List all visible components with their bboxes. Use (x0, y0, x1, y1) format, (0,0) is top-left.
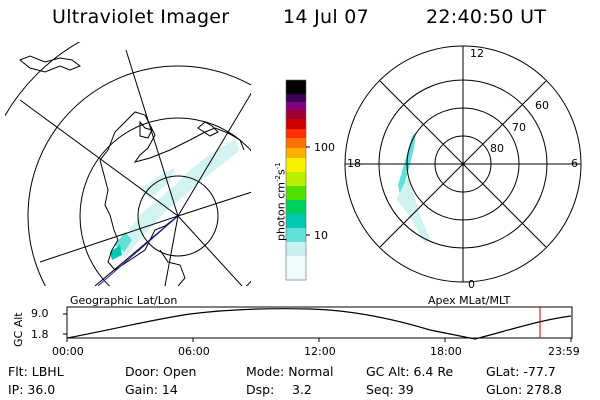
info-door: Door: Open (125, 364, 197, 379)
colorbar-tick-10: 10 (314, 229, 328, 242)
mlat-label-80: 80 (490, 142, 504, 155)
info-dsp-label: Dsp: (246, 382, 275, 397)
mlt-label-0: 0 (468, 278, 475, 291)
aurora-emission-geographic (110, 140, 240, 260)
colorbar-tick-100: 100 (314, 141, 335, 154)
mlt-label-12: 12 (470, 47, 484, 60)
time-tick-0000: 00:00 (52, 345, 84, 358)
info-seq: Seq: 39 (366, 382, 414, 397)
info-dsp-value: 3.2 (292, 382, 312, 397)
observation-date: 14 Jul 07 (283, 6, 370, 28)
info-filter: Flt: LBHL (8, 364, 64, 379)
altitude-ytick-9: 9.0 (31, 307, 49, 320)
mlt-label-18: 18 (347, 157, 361, 170)
info-ip: IP: 36.0 (8, 382, 56, 397)
colorbar-unit-sup1: -2 (274, 175, 282, 183)
intensity-colorbar (285, 79, 310, 281)
mlt-label-6: 6 (571, 157, 578, 170)
info-gc-alt: GC Alt: 6.4 Re (366, 364, 454, 379)
time-tick-1800: 18:00 (430, 345, 462, 358)
geographic-caption: Geographic Lat/Lon (70, 294, 178, 307)
time-tick-2359: 23:59 (548, 345, 580, 358)
info-mode: Mode: Normal (246, 364, 334, 379)
apex-polar-panel (344, 45, 582, 283)
time-tick-1200: 12:00 (304, 345, 336, 358)
altitude-curve (66, 308, 572, 340)
altitude-plot (63, 306, 573, 342)
info-glat: GLat: -77.7 (486, 364, 556, 379)
mlat-label-60: 60 (535, 99, 549, 112)
instrument-title: Ultraviolet Imager (52, 6, 230, 28)
time-tick-0600: 06:00 (178, 345, 210, 358)
colorbar-unit-text: photon cm (274, 182, 288, 241)
altitude-ylabel: GC Alt (12, 312, 25, 347)
info-glon: GLon: 278.8 (486, 382, 562, 397)
altitude-ytick-1-8: 1.8 (31, 328, 49, 341)
mlat-label-70: 70 (512, 121, 526, 134)
colorbar-unit-label: photon cm-2s-1 (274, 162, 288, 241)
observation-time: 22:40:50 UT (426, 6, 547, 28)
apex-caption: Apex MLat/MLT (428, 294, 511, 307)
colorbar-unit-sup2: -1 (274, 162, 282, 170)
colorbar-unit-mid: s (274, 169, 288, 176)
info-gain: Gain: 14 (125, 382, 178, 397)
